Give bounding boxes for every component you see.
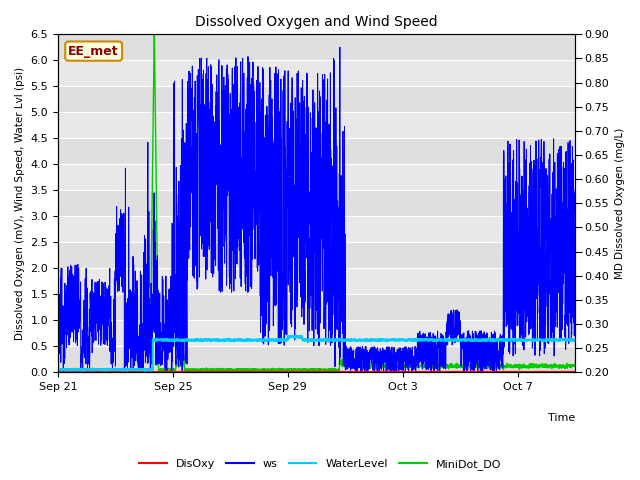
Y-axis label: MD Dissolved Oxygen (mg/L): MD Dissolved Oxygen (mg/L) — [615, 128, 625, 279]
Bar — [58, 294, 575, 320]
WaterLevel — [118, 368, 126, 373]
MiniDot_DO — [275, 367, 283, 373]
DisOxy — [144, 369, 152, 374]
Y-axis label: Dissolved Oxygen (mV), Wind Speed, Water Lvl (psi): Dissolved Oxygen (mV), Wind Speed, Water… — [15, 67, 25, 340]
DisOxy — [275, 369, 282, 374]
WaterLevel — [54, 367, 62, 373]
MiniDot_DO — [150, 32, 158, 37]
MiniDot_DO — [54, 366, 62, 372]
ws — [113, 243, 121, 249]
ws — [252, 174, 260, 180]
ws — [144, 272, 152, 277]
DisOxy — [54, 369, 62, 374]
DisOxy — [571, 369, 579, 374]
Bar — [58, 242, 575, 268]
DisOxy — [113, 369, 121, 374]
Line: WaterLevel: WaterLevel — [58, 336, 575, 371]
Bar — [58, 190, 575, 216]
Bar — [58, 346, 575, 372]
MiniDot_DO — [253, 367, 260, 372]
WaterLevel — [506, 337, 513, 343]
DisOxy — [506, 369, 513, 374]
MiniDot_DO — [144, 367, 152, 372]
Bar — [58, 268, 575, 294]
Bar — [58, 35, 575, 60]
MiniDot_DO — [113, 366, 121, 372]
Bar — [58, 60, 575, 86]
Title: Dissolved Oxygen and Wind Speed: Dissolved Oxygen and Wind Speed — [195, 15, 438, 29]
Line: MiniDot_DO: MiniDot_DO — [58, 35, 575, 371]
Bar — [58, 216, 575, 242]
ws — [275, 327, 282, 333]
WaterLevel — [293, 333, 301, 338]
MiniDot_DO — [561, 366, 569, 372]
WaterLevel — [144, 368, 152, 373]
MiniDot_DO — [506, 361, 513, 367]
ws — [561, 312, 569, 318]
MiniDot_DO — [197, 368, 205, 374]
WaterLevel — [275, 336, 283, 342]
Legend: DisOxy, ws, WaterLevel, MiniDot_DO: DisOxy, ws, WaterLevel, MiniDot_DO — [134, 455, 506, 474]
WaterLevel — [113, 367, 121, 372]
Bar — [58, 112, 575, 138]
Bar — [58, 86, 575, 112]
Text: EE_met: EE_met — [68, 45, 119, 58]
Text: Time: Time — [548, 413, 575, 423]
WaterLevel — [571, 337, 579, 343]
WaterLevel — [253, 337, 260, 343]
DisOxy — [252, 369, 260, 374]
ws — [336, 44, 344, 50]
ws — [54, 364, 62, 370]
ws — [506, 211, 513, 217]
WaterLevel — [561, 337, 569, 343]
Line: ws: ws — [58, 47, 575, 372]
ws — [571, 188, 579, 193]
Bar — [58, 164, 575, 190]
MiniDot_DO — [571, 361, 579, 367]
ws — [375, 369, 383, 375]
DisOxy — [561, 369, 569, 374]
Bar — [58, 320, 575, 346]
Bar — [58, 138, 575, 164]
